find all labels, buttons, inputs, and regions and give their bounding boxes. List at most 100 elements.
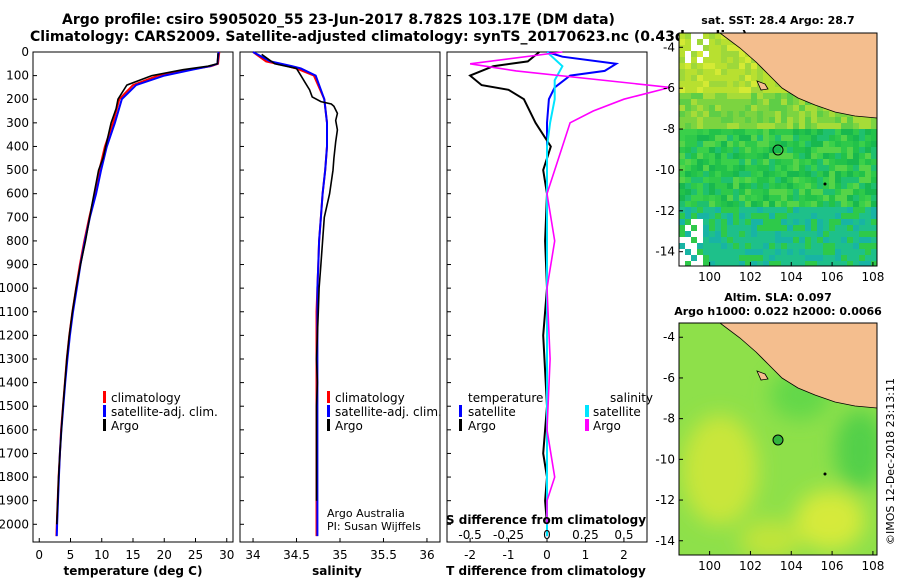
- sst-cell: [751, 207, 757, 213]
- sst-cell: [733, 231, 739, 237]
- sst-cell: [841, 147, 847, 153]
- x-tick-label: 36: [419, 548, 434, 562]
- sst-cell: [739, 69, 745, 75]
- sst-cell: [847, 171, 853, 177]
- sst-cell: [769, 123, 775, 129]
- sst-cell: [757, 69, 763, 75]
- legend-swatch-t-satellite: [459, 405, 462, 417]
- sst-cell: [859, 213, 865, 219]
- temperature-series: [55, 51, 221, 537]
- sst-cell: [793, 201, 799, 207]
- sst-cell: [811, 105, 817, 111]
- legend-swatch-satellite: [327, 405, 330, 417]
- sst-cell: [721, 75, 727, 81]
- sst-cell: [811, 183, 817, 189]
- sst-cell: [781, 87, 787, 93]
- sst-cell: [685, 45, 691, 51]
- sst-cell: [835, 153, 841, 159]
- x-tick-label: -0.5: [458, 528, 481, 542]
- sst-cell: [811, 201, 817, 207]
- sst-cell: [697, 111, 703, 117]
- sst-cell: [739, 75, 745, 81]
- sst-cell: [841, 237, 847, 243]
- sst-cell: [703, 75, 709, 81]
- sst-cell: [721, 207, 727, 213]
- sst-cell: [847, 249, 853, 255]
- sst-cell: [721, 213, 727, 219]
- sst-cell: [805, 243, 811, 249]
- sst-cell: [739, 99, 745, 105]
- legend-label-argo: Argo: [335, 419, 363, 433]
- sst-cell: [847, 195, 853, 201]
- salinity-plot-frame: [239, 51, 441, 543]
- sst-cell: [769, 117, 775, 123]
- sst-cell: [739, 213, 745, 219]
- sst-cell: [805, 171, 811, 177]
- sst-cell: [709, 33, 715, 39]
- sst-cell: [835, 135, 841, 141]
- sst-cell: [829, 243, 835, 249]
- sst-cell: [847, 219, 853, 225]
- sst-cell: [745, 231, 751, 237]
- sst-cell: [841, 171, 847, 177]
- sst-cell: [859, 123, 865, 129]
- sst-cell: [697, 249, 703, 255]
- sst-cell: [853, 171, 859, 177]
- sst-cell: [805, 165, 811, 171]
- sst-cell: [835, 237, 841, 243]
- sst-cell: [799, 243, 805, 249]
- depth-tick-label: 1200: [0, 328, 29, 342]
- sst-cell: [739, 207, 745, 213]
- sst-cell: [691, 183, 697, 189]
- sst-cell: [751, 159, 757, 165]
- sst-cell: [739, 171, 745, 177]
- sst-cell: [733, 123, 739, 129]
- sst-cell: [697, 123, 703, 129]
- depth-tick-label: 100: [6, 69, 29, 83]
- sla-map-ticks: 100 102 104 106 108 -4 -6 -8 -10 -12 -14: [655, 330, 884, 573]
- sst-cell: [865, 153, 871, 159]
- sst-cell: [691, 117, 697, 123]
- sst-cell: [871, 243, 877, 249]
- sst-cell: [703, 153, 709, 159]
- sst-cell: [775, 93, 781, 99]
- depth-tick-label: 300: [6, 116, 29, 130]
- sst-cell: [739, 87, 745, 93]
- sst-cell: [787, 99, 793, 105]
- sst-cell: [829, 141, 835, 147]
- sst-cell: [721, 195, 727, 201]
- sst-cell: [697, 261, 703, 266]
- depth-tick-label: 1000: [0, 281, 29, 295]
- sst-cell: [805, 201, 811, 207]
- sst-cell: [865, 129, 871, 135]
- sst-cell: [805, 141, 811, 147]
- sst-cell: [853, 195, 859, 201]
- sst-cell: [763, 147, 769, 153]
- sst-cell: [823, 129, 829, 135]
- sst-cell: [745, 255, 751, 261]
- sst-cell: [823, 255, 829, 261]
- sst-cell: [703, 165, 709, 171]
- sst-cell: [823, 249, 829, 255]
- series-temperature-argo: [468, 51, 552, 525]
- sst-cell: [709, 207, 715, 213]
- sst-cell: [847, 177, 853, 183]
- depth-tick-label: 500: [6, 163, 29, 177]
- series-argo: [261, 53, 339, 501]
- sst-cell: [691, 189, 697, 195]
- sst-cell: [751, 231, 757, 237]
- sst-cell: [769, 135, 775, 141]
- header-line2: Climatology: CARS2009. Satellite-adjuste…: [30, 29, 748, 45]
- sst-cell: [823, 183, 829, 189]
- sst-cell: [841, 165, 847, 171]
- sst-cell: [703, 219, 709, 225]
- sst-cell: [841, 213, 847, 219]
- sst-argo-marker: [772, 144, 784, 156]
- sst-cell: [745, 105, 751, 111]
- sst-cell: [817, 165, 823, 171]
- sst-cell: [733, 99, 739, 105]
- sst-cell: [691, 33, 697, 39]
- sst-cell: [781, 249, 787, 255]
- sst-cell: [721, 141, 727, 147]
- sst-cell: [829, 159, 835, 165]
